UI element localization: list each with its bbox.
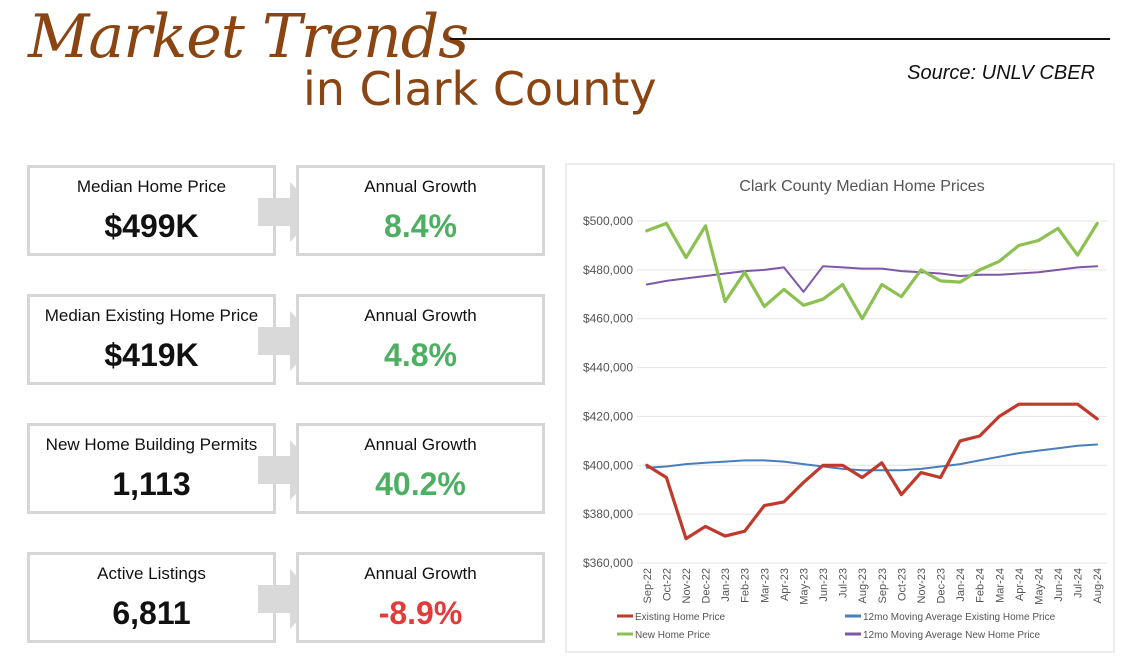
stat-label: Median Existing Home Price (44, 306, 259, 325)
x-tick-label: Jul-23 (838, 568, 850, 598)
x-tick-label: May-24 (1033, 568, 1045, 605)
x-tick-label: Dec-23 (936, 568, 948, 603)
growth-card-existing-home-price: Annual Growth 4.8% (296, 294, 545, 385)
growth-card-active-listings: Annual Growth -8.9% (296, 552, 545, 643)
x-tick-label: May-23 (798, 568, 810, 605)
y-tick-label: $500,000 (583, 214, 633, 228)
x-tick-label: Apr-24 (1014, 568, 1026, 601)
stat-value: $499K (104, 208, 199, 244)
stat-value: 6,811 (112, 595, 191, 631)
x-tick-label: Feb-23 (740, 568, 752, 603)
y-tick-label: $400,000 (583, 458, 633, 472)
series-line-4 (645, 265, 1099, 293)
x-tick-label: Jan-23 (720, 568, 732, 602)
growth-label: Annual Growth (364, 564, 477, 583)
stat-card-building-permits: New Home Building Permits 1,113 (27, 423, 276, 514)
stat-value: $419K (104, 337, 199, 373)
growth-value: 4.8% (384, 337, 457, 373)
x-tick-label: Oct-23 (896, 568, 908, 601)
x-tick-label: Mar-24 (994, 568, 1006, 603)
legend-label: 12mo Moving Average New Home Price (863, 630, 1041, 641)
x-tick-label: Jan-24 (955, 568, 967, 602)
x-tick-label: Dec-22 (701, 568, 713, 603)
growth-label: Annual Growth (364, 177, 477, 196)
x-tick-label: Nov-23 (916, 568, 928, 603)
legend-label: New Home Price (635, 630, 710, 641)
series-line-1 (645, 402, 1099, 541)
source-label: Source: UNLV CBER (907, 62, 1095, 84)
stat-value: 1,113 (112, 466, 191, 502)
growth-value: -8.9% (378, 595, 463, 631)
x-tick-label: Sep-23 (877, 568, 889, 603)
x-tick-label: Nov-22 (681, 568, 693, 603)
stat-card-active-listings: Active Listings 6,811 (27, 552, 276, 643)
stat-label: Median Home Price (76, 177, 227, 196)
growth-card-building-permits: Annual Growth 40.2% (296, 423, 545, 514)
y-tick-label: $480,000 (583, 263, 633, 277)
legend-label: Existing Home Price (635, 612, 725, 623)
y-tick-label: $460,000 (583, 312, 633, 326)
growth-label: Annual Growth (364, 306, 477, 325)
y-tick-label: $420,000 (583, 409, 633, 423)
stat-card-existing-home-price: Median Existing Home Price $419K (27, 294, 276, 385)
y-tick-label: $440,000 (583, 361, 633, 375)
stat-label: New Home Building Permits (45, 435, 258, 454)
title-line-2: in Clark County (303, 62, 657, 116)
x-tick-label: Aug-24 (1092, 568, 1104, 603)
x-tick-label: Sep-22 (642, 568, 654, 603)
x-tick-label: Apr-23 (779, 568, 791, 601)
x-tick-label: Jul-24 (1073, 568, 1085, 598)
x-tick-label: Jun-23 (818, 568, 830, 602)
x-tick-label: Jun-24 (1053, 568, 1065, 602)
x-tick-label: Aug-23 (857, 568, 869, 603)
x-tick-label: Oct-22 (661, 568, 673, 601)
series-line-3 (645, 221, 1099, 321)
stat-label: Active Listings (97, 564, 206, 583)
title-line-1: Market Trends (28, 2, 469, 72)
growth-value: 40.2% (375, 466, 466, 502)
growth-label: Annual Growth (364, 435, 477, 454)
growth-card-median-home-price: Annual Growth 8.4% (296, 165, 545, 256)
chart-title: Clark County Median Home Prices (739, 178, 984, 195)
growth-value: 8.4% (384, 208, 457, 244)
y-tick-label: $380,000 (583, 507, 633, 521)
header-rule (450, 38, 1110, 40)
median-home-prices-chart: Clark County Median Home Prices $360,000 $… (565, 163, 1115, 653)
stat-card-median-home-price: Median Home Price $499K (27, 165, 276, 256)
y-tick-label: $360,000 (583, 556, 633, 570)
legend-label: 12mo Moving Average Existing Home Price (863, 612, 1056, 623)
x-tick-label: Feb-24 (975, 568, 987, 603)
x-tick-label: Mar-23 (759, 568, 771, 603)
